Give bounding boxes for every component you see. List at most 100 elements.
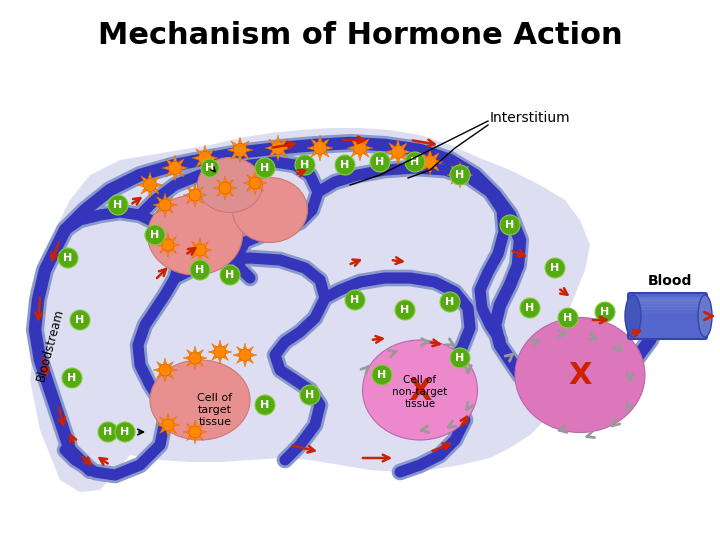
Polygon shape <box>284 146 291 150</box>
Polygon shape <box>183 193 190 197</box>
Circle shape <box>271 141 284 154</box>
Polygon shape <box>323 139 329 146</box>
Polygon shape <box>223 176 227 183</box>
Polygon shape <box>233 353 240 357</box>
Polygon shape <box>192 252 198 259</box>
Polygon shape <box>257 174 264 181</box>
Text: Blood: Blood <box>648 274 693 288</box>
Polygon shape <box>200 193 207 197</box>
Ellipse shape <box>362 340 477 440</box>
Polygon shape <box>188 248 195 252</box>
Polygon shape <box>181 166 188 170</box>
Circle shape <box>220 265 240 285</box>
Polygon shape <box>458 180 462 188</box>
Polygon shape <box>170 427 176 434</box>
Polygon shape <box>186 423 193 430</box>
Polygon shape <box>276 153 280 161</box>
Text: H: H <box>550 263 559 273</box>
Text: H: H <box>261 163 269 173</box>
Text: X: X <box>568 361 592 389</box>
Circle shape <box>454 168 467 181</box>
Text: H: H <box>76 315 85 325</box>
Polygon shape <box>186 186 193 193</box>
Text: H: H <box>410 157 420 167</box>
Polygon shape <box>193 346 197 353</box>
Ellipse shape <box>625 295 641 337</box>
Polygon shape <box>183 430 190 434</box>
Polygon shape <box>257 185 264 192</box>
Circle shape <box>70 310 90 330</box>
Circle shape <box>558 308 578 328</box>
Polygon shape <box>231 152 238 159</box>
Circle shape <box>189 189 201 201</box>
Polygon shape <box>196 160 202 167</box>
Polygon shape <box>269 139 276 146</box>
Polygon shape <box>156 197 163 202</box>
Text: H: H <box>225 270 235 280</box>
Polygon shape <box>166 171 173 177</box>
Circle shape <box>62 368 82 388</box>
Polygon shape <box>167 372 174 379</box>
Polygon shape <box>197 434 204 441</box>
Polygon shape <box>447 173 454 177</box>
Circle shape <box>108 195 128 215</box>
Polygon shape <box>217 179 222 186</box>
Polygon shape <box>160 237 166 242</box>
Polygon shape <box>396 139 400 146</box>
Polygon shape <box>462 166 469 173</box>
Polygon shape <box>351 151 358 157</box>
Polygon shape <box>156 207 163 213</box>
Polygon shape <box>225 350 232 354</box>
Circle shape <box>201 159 219 177</box>
Ellipse shape <box>148 195 243 275</box>
Text: H: H <box>195 265 204 275</box>
Polygon shape <box>193 363 197 370</box>
Text: H: H <box>341 160 350 170</box>
Polygon shape <box>451 166 457 173</box>
Circle shape <box>58 248 78 268</box>
Polygon shape <box>186 349 193 356</box>
Circle shape <box>239 349 251 361</box>
Circle shape <box>162 419 174 431</box>
Polygon shape <box>166 159 173 166</box>
Text: H: H <box>150 230 160 240</box>
Polygon shape <box>281 139 287 146</box>
Polygon shape <box>197 423 204 430</box>
Polygon shape <box>170 247 176 253</box>
Text: H: H <box>68 373 76 383</box>
Polygon shape <box>420 153 428 159</box>
Text: H: H <box>455 170 464 180</box>
Polygon shape <box>417 160 425 164</box>
Polygon shape <box>173 155 177 163</box>
Polygon shape <box>156 423 163 427</box>
Polygon shape <box>325 146 333 150</box>
Text: Bloodstream: Bloodstream <box>34 307 66 383</box>
Polygon shape <box>253 171 257 178</box>
Polygon shape <box>231 141 238 147</box>
Circle shape <box>189 426 201 438</box>
Polygon shape <box>246 148 253 152</box>
Circle shape <box>450 165 470 185</box>
Text: H: H <box>375 157 384 167</box>
Polygon shape <box>260 181 267 185</box>
Circle shape <box>395 300 415 320</box>
Circle shape <box>199 152 212 165</box>
Polygon shape <box>243 360 247 367</box>
Polygon shape <box>222 354 228 361</box>
Polygon shape <box>156 243 163 247</box>
Polygon shape <box>197 197 204 204</box>
Polygon shape <box>197 360 204 367</box>
Polygon shape <box>433 165 439 171</box>
Text: H: H <box>505 220 515 230</box>
Polygon shape <box>170 368 177 372</box>
Polygon shape <box>202 241 209 248</box>
Polygon shape <box>166 413 170 420</box>
Text: H: H <box>446 297 454 307</box>
Polygon shape <box>389 154 395 161</box>
Circle shape <box>98 422 118 442</box>
Polygon shape <box>173 423 180 427</box>
Polygon shape <box>269 151 276 157</box>
Circle shape <box>219 182 231 194</box>
Circle shape <box>295 155 315 175</box>
Circle shape <box>168 161 181 174</box>
